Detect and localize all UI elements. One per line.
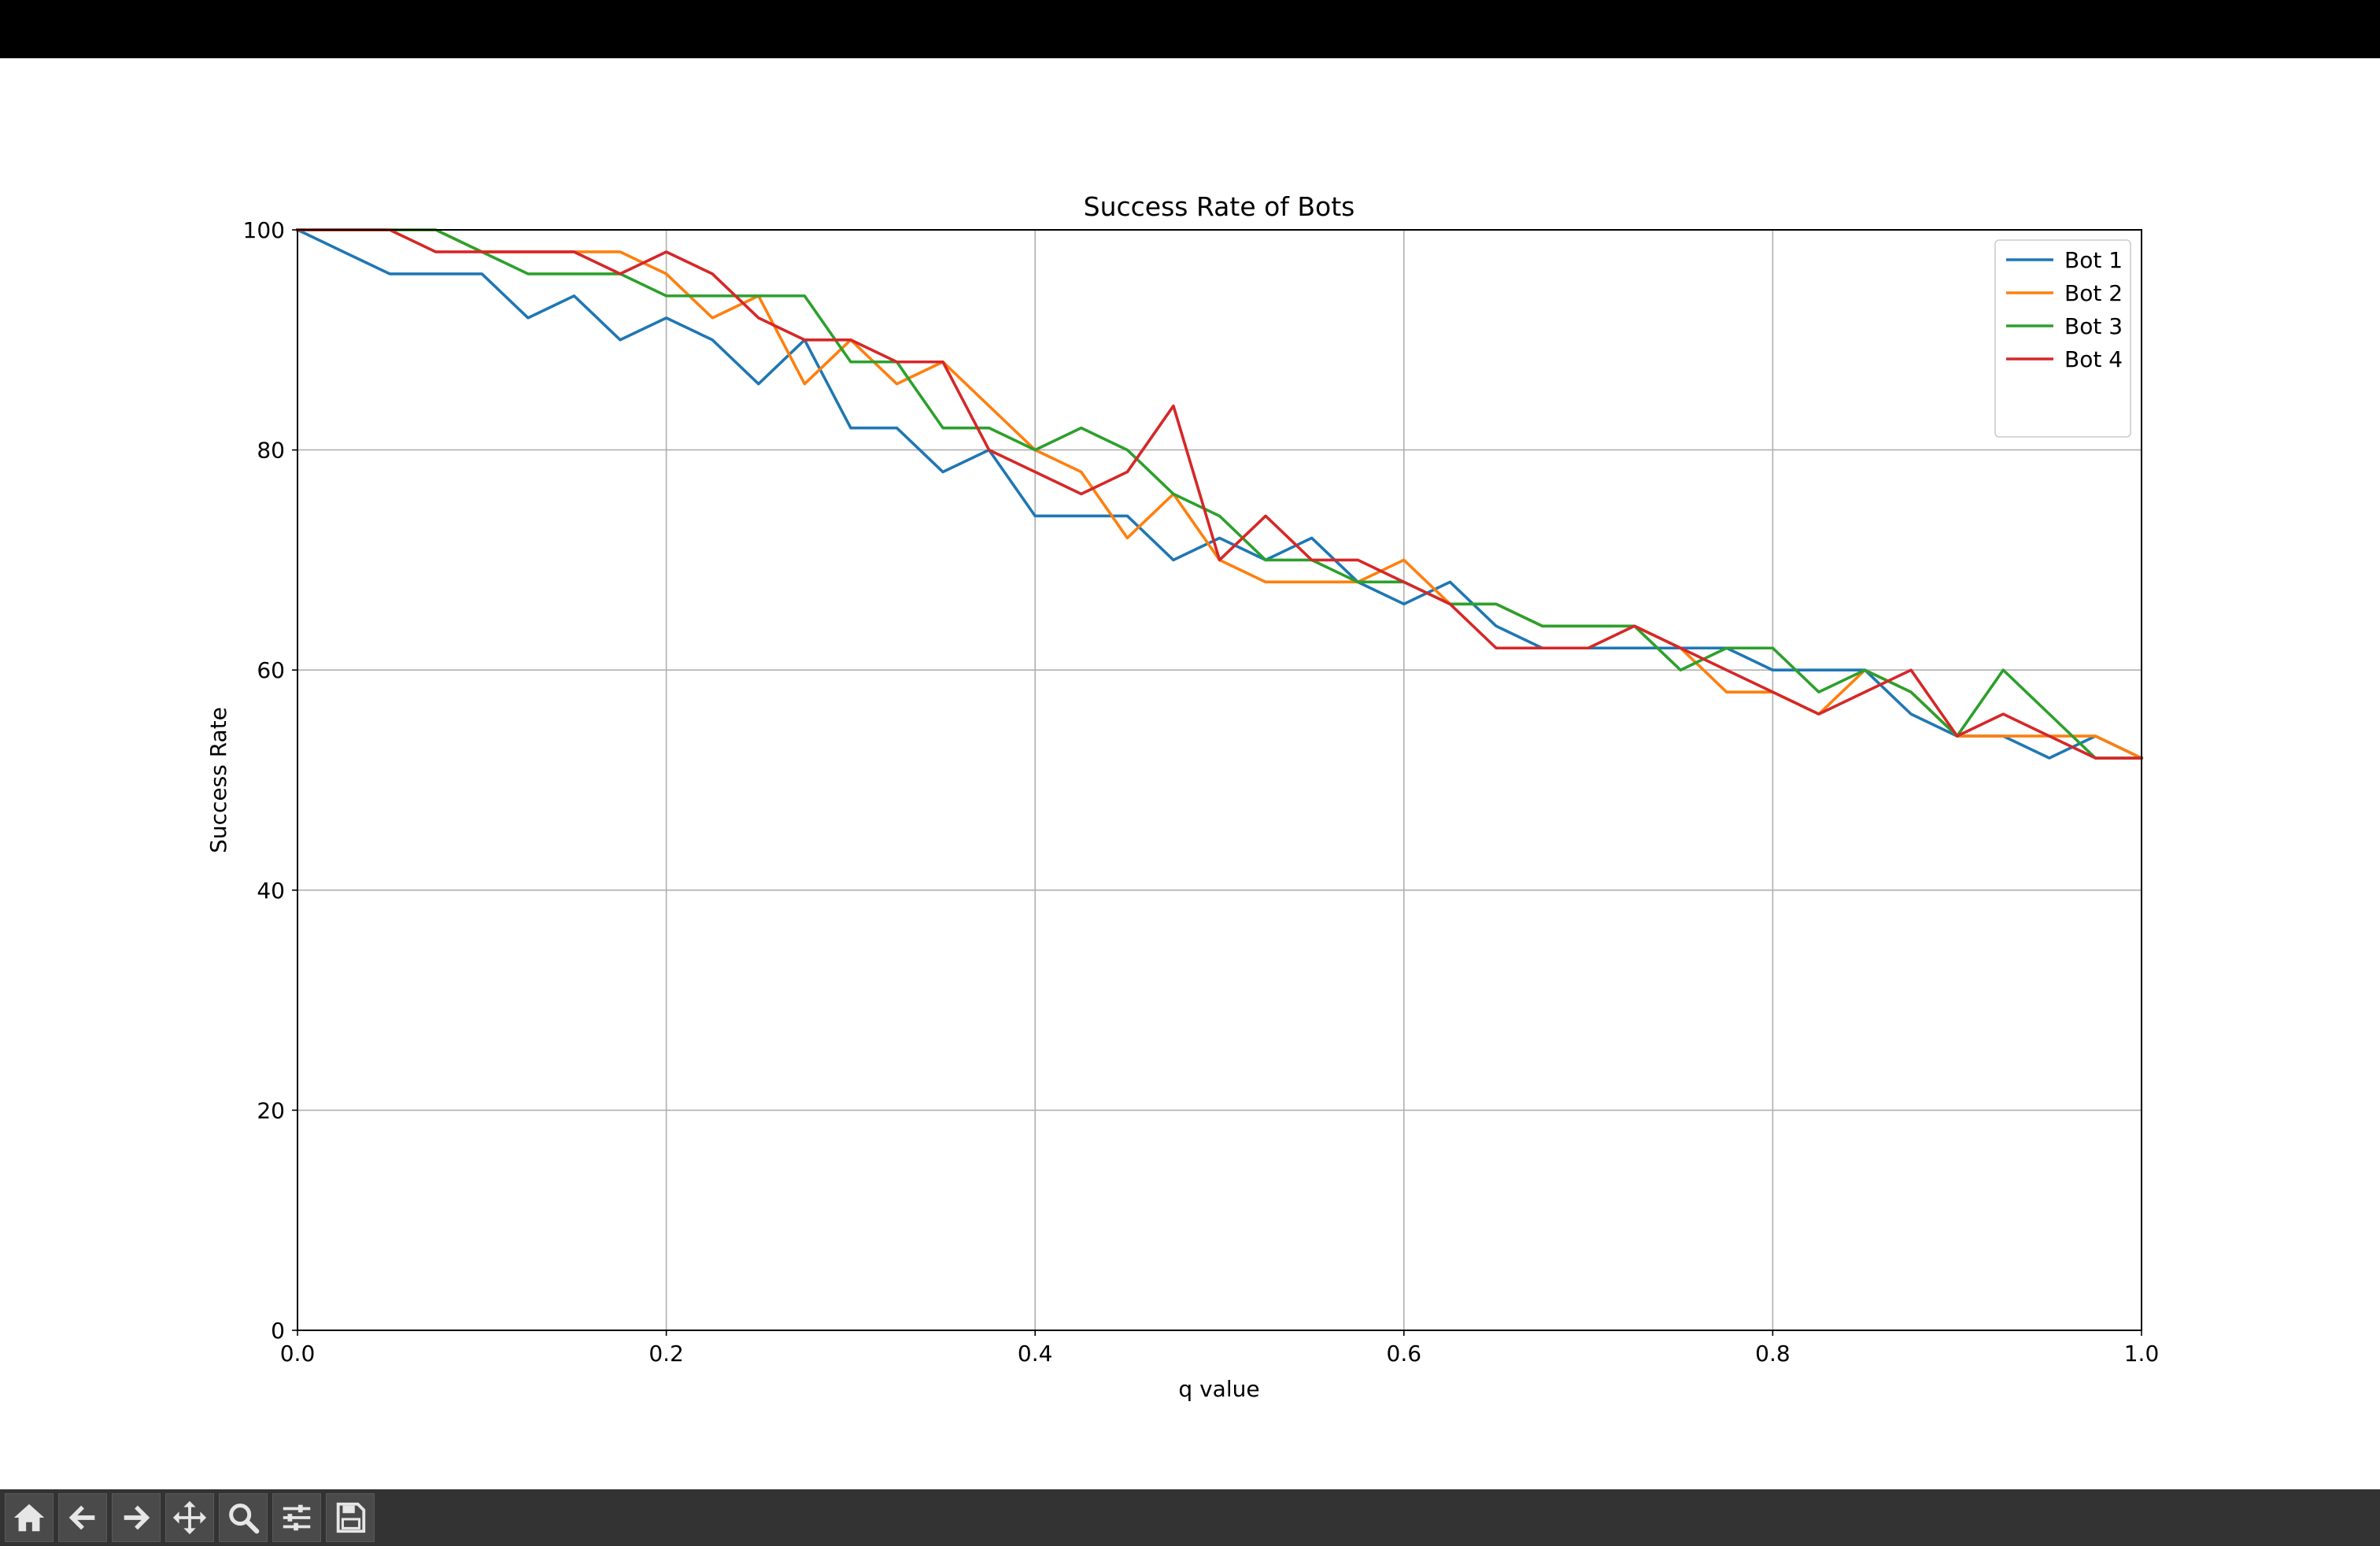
legend-label-4: Bot 4: [2064, 346, 2123, 372]
legend-label-2: Bot 2: [2064, 280, 2123, 306]
legend-label-1: Bot 1: [2064, 247, 2123, 273]
back-icon: [68, 1505, 95, 1530]
series-line-3: [296, 228, 2143, 760]
x-tick-label: 0.6: [1387, 1341, 1422, 1367]
legend: Bot 1 Bot 2 Bot 3 Bot 4: [1994, 239, 2131, 438]
x-tick-label: 1.0: [2124, 1341, 2160, 1367]
series-lines: [295, 227, 2144, 760]
plot-frame: [297, 229, 2142, 1331]
grid-lines: [297, 229, 2142, 1331]
figure-canvas: 0.0 0.2 0.4 0.6 0.8 1.0 0 20 40 60 80 100 Success R…: [0, 58, 2380, 1489]
x-tick-label: 0.8: [1755, 1341, 1791, 1367]
y-tick-label: 60: [257, 657, 285, 683]
navigation-toolbar: [0, 1489, 2380, 1546]
forward-button[interactable]: [112, 1493, 161, 1542]
configure-subplots-button[interactable]: [272, 1493, 321, 1542]
series-line-2: [296, 228, 2144, 760]
configure-subplots-icon: [283, 1504, 311, 1531]
zoom-button[interactable]: [219, 1493, 268, 1542]
legend-label-3: Bot 3: [2064, 313, 2123, 339]
home-icon: [13, 1503, 45, 1532]
save-button[interactable]: [326, 1493, 375, 1542]
forward-icon: [124, 1505, 150, 1530]
y-tick-label: 80: [257, 438, 285, 464]
y-tick-label: 0: [271, 1318, 285, 1344]
x-tick-label: 0.0: [280, 1341, 316, 1367]
y-tick-label: 100: [243, 217, 285, 243]
window-title-bar: [0, 0, 2380, 58]
home-button[interactable]: [5, 1493, 54, 1542]
series-line-4: [296, 228, 2143, 760]
chart-title: Success Rate of Bots: [1084, 191, 1355, 222]
pan-button[interactable]: [165, 1493, 214, 1542]
series-line-1: [295, 227, 2144, 760]
x-tick-label: 0.2: [649, 1341, 684, 1367]
line-chart: 0.0 0.2 0.4 0.6 0.8 1.0 0 20 40 60 80 100 Success R…: [205, 191, 2160, 1402]
pan-icon: [172, 1500, 207, 1535]
x-axis-label: q value: [1178, 1376, 1259, 1402]
back-button[interactable]: [58, 1493, 107, 1542]
legend-box: [1994, 239, 2131, 438]
y-tick-label: 20: [257, 1097, 285, 1123]
x-tick-label: 0.4: [1018, 1341, 1053, 1367]
y-tick-label: 40: [257, 878, 285, 904]
save-icon: [336, 1502, 366, 1533]
axis-ticks: 0.0 0.2 0.4 0.6 0.8 1.0 0 20 40 60 80 100: [243, 217, 2160, 1367]
y-axis-label: Success Rate: [205, 707, 231, 853]
zoom-icon: [229, 1503, 260, 1534]
